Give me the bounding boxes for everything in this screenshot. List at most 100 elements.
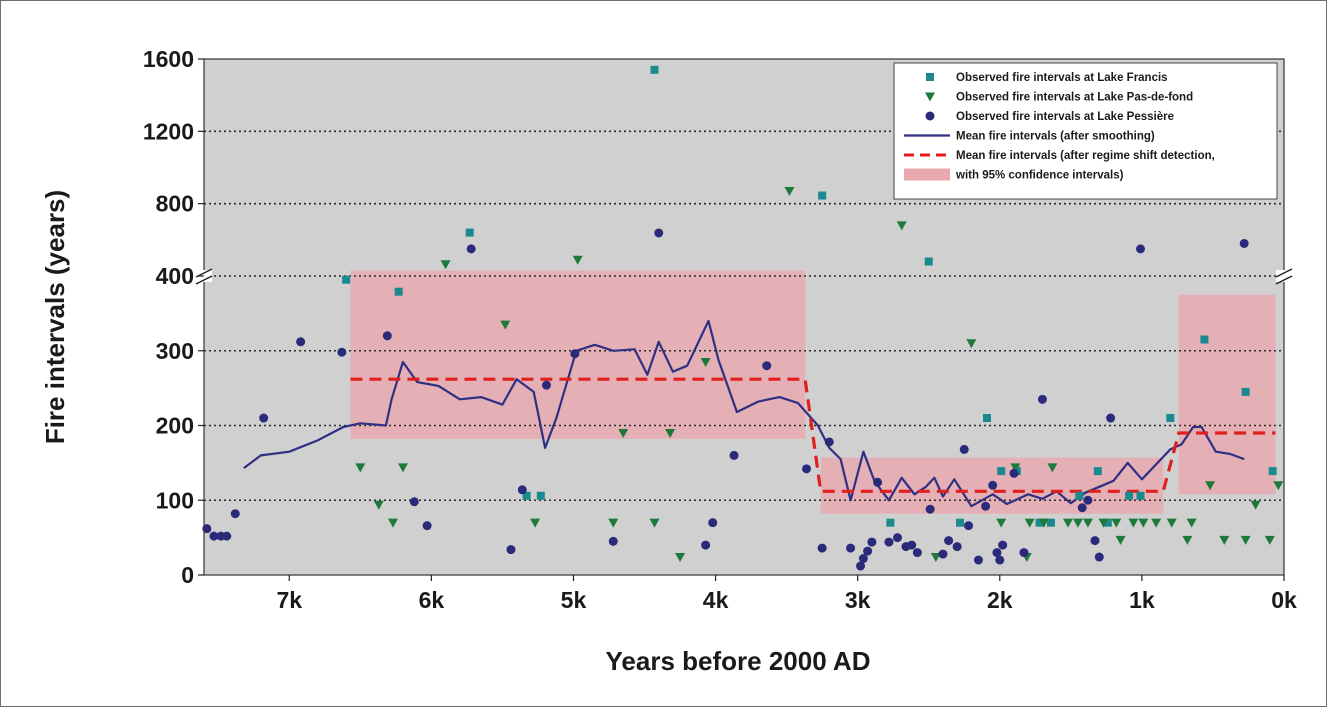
point-pessiere [382,331,392,341]
point-pessiere [230,509,240,519]
x-tick-label: 6k [419,587,445,613]
point-francis [956,518,964,527]
y-tick-label: 1200 [143,118,194,144]
point-pas-de-fond [1273,481,1284,491]
legend-label: Observed fire intervals at Lake Pas-de-f… [956,92,1193,104]
point-francis [465,228,474,237]
point-pas-de-fond [1186,518,1197,528]
point-pas-de-fond [440,260,451,270]
x-tick-label: 0k [1271,587,1297,613]
point-pessiere [998,540,1008,550]
point-pessiere [209,531,219,541]
point-pessiere [296,337,306,347]
legend-label: Mean fire intervals (after regime shift … [956,150,1215,162]
axis-break-mark [195,275,213,285]
x-tick-label: 2k [987,587,1013,613]
point-francis [650,65,659,74]
point-pessiere [952,542,962,552]
point-francis [983,414,991,423]
point-pas-de-fond [530,518,541,528]
point-francis [1241,387,1250,396]
x-tick-label: 7k [276,587,302,613]
point-pessiere [912,548,922,558]
data-points [202,65,1284,571]
point-pessiere [517,485,527,495]
point-pessiere [654,228,664,238]
point-francis [1125,491,1134,500]
point-francis [522,491,531,500]
point-pessiere [867,537,877,547]
point-pessiere [1083,495,1093,505]
point-francis [924,257,933,266]
legend-symbol-pas-de-fond [925,92,935,102]
point-francis [1046,518,1055,527]
point-pessiere [884,537,894,547]
point-pessiere [259,413,269,423]
point-francis [1075,491,1084,500]
point-pas-de-fond [608,518,619,528]
point-pas-de-fond [1250,500,1261,510]
point-pas-de-fond [1219,535,1230,545]
point-pessiere [856,561,866,571]
point-francis [394,287,403,296]
point-pas-de-fond [1151,518,1162,528]
point-pas-de-fond [1111,518,1122,528]
smoothed-mean-line [243,319,1245,508]
point-pessiere [863,546,873,556]
mean-lines [243,319,1276,508]
point-pas-de-fond [1115,535,1126,545]
point-francis [886,518,895,527]
point-pessiere [988,480,998,490]
confidence-band-3 [1178,294,1276,495]
point-pessiere [541,380,551,390]
y-axis-title: Fire intervals (years) [40,190,70,444]
point-pas-de-fond [388,518,398,528]
axis-break-mark [1275,268,1293,278]
point-pas-de-fond [1072,518,1083,528]
point-pas-de-fond [665,428,676,438]
point-pessiere [608,536,618,546]
y-tick-label: 800 [156,191,194,217]
y-tick-label: 0 [181,562,194,588]
x-tick-label: 5k [561,587,587,613]
point-pas-de-fond [784,187,795,197]
point-pas-de-fond [572,255,583,265]
point-pas-de-fond [966,339,977,349]
x-tick-label: 4k [703,587,729,613]
point-pas-de-fond [1047,463,1058,473]
point-francis [1166,414,1175,423]
point-pessiere [1106,413,1116,423]
y-tick-label: 400 [156,263,194,289]
point-pessiere [1135,244,1145,254]
point-pas-de-fond [618,428,629,438]
point-pessiere [824,437,834,447]
point-pas-de-fond [1010,463,1021,473]
legend-label: Observed fire intervals at Lake Pessière [956,111,1174,123]
point-pessiere [708,518,718,528]
legend-symbol-band [904,168,950,181]
point-pas-de-fond [1098,518,1109,528]
point-pessiere [873,477,883,487]
point-pessiere [466,244,476,254]
point-pessiere [925,504,935,514]
point-pas-de-fond [1264,535,1275,545]
point-pessiere [570,349,580,359]
point-pessiere [892,533,902,543]
point-pessiere [964,521,974,531]
point-pessiere [1090,536,1100,546]
legend-box [893,62,1278,200]
point-pessiere [817,543,827,553]
point-pas-de-fond [1024,518,1035,528]
point-francis [1103,518,1112,527]
point-pessiere [701,540,711,550]
point-pessiere [506,545,516,555]
point-pessiere [973,555,983,565]
point-pessiere [992,548,1002,558]
point-francis [1035,518,1044,527]
point-pas-de-fond [1182,535,1193,545]
y-tick-label: 200 [156,413,194,439]
point-francis [1136,491,1145,500]
x-tick-label: 3k [845,587,871,613]
